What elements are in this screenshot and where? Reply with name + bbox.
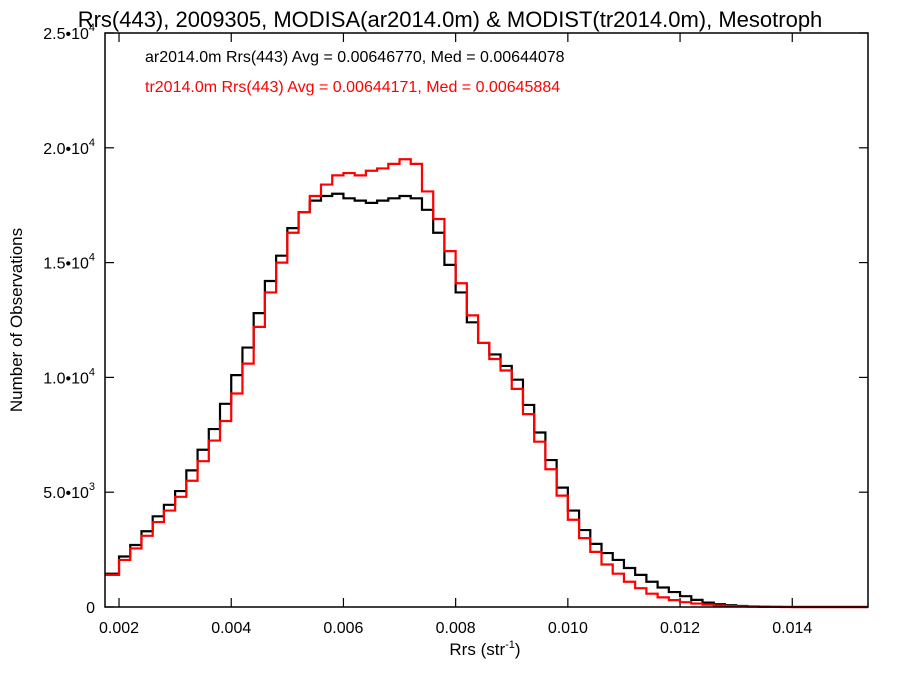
series-line-ar2014 [105,192,868,609]
y-tick-mantissa: 5.0•10 [43,485,89,502]
x-axis-label: Rrs (str-1) [449,639,520,659]
y-tick-exponent: 4 [89,366,95,378]
x-axis-label-exp: -1 [505,639,515,651]
y-tick-mantissa: 1.5•10 [43,256,89,273]
legend-entry-ar2014: ar2014.0m Rrs(443) Avg = 0.00646770, Med… [145,49,565,66]
y-tick-label: 0 [86,600,95,617]
y-axis-label: Number of Observations [7,228,26,412]
x-tick-label: 0.008 [436,620,476,637]
y-tick-mantissa: 1.0•10 [43,370,89,387]
y-tick-label: 2.5•104 [43,22,95,43]
x-tick-label: 0.012 [660,620,700,637]
y-tick-mantissa: 2.0•10 [43,141,89,158]
y-tick-mantissa: 2.5•10 [43,26,89,43]
axis-ticks: 0.002 0.004 0.006 0.008 0.010 0.012 0.014 0 5.0•… [43,22,868,637]
series-layer [105,158,868,609]
x-tick-label: 0.010 [548,620,588,637]
series-line-tr2014 [105,158,868,609]
x-axis-label-end: ) [515,640,521,659]
y-tick-mantissa: 0 [86,600,95,617]
y-tick-exponent: 3 [89,481,95,493]
x-tick-label: 0.014 [772,620,812,637]
y-tick-label: 5.0•103 [43,481,95,502]
x-axis-label-base: Rrs (str [449,640,505,659]
y-tick-label: 2.0•104 [43,137,95,158]
y-tick-exponent: 4 [89,252,95,264]
x-tick-label: 0.004 [211,620,251,637]
y-tick-exponent: 4 [89,137,95,149]
legend: ar2014.0m Rrs(443) Avg = 0.00646770, Med… [145,49,565,96]
plot-frame [104,32,869,608]
x-tick-label: 0.006 [323,620,363,637]
y-tick-label: 1.5•104 [43,252,95,273]
y-tick-label: 1.0•104 [43,366,95,387]
y-tick-exponent: 4 [89,22,95,34]
chart-title: Rrs(443), 2009305, MODISA(ar2014.0m) & M… [78,7,823,32]
x-tick-label: 0.002 [99,620,139,637]
legend-entry-tr2014: tr2014.0m Rrs(443) Avg = 0.00644171, Med… [145,79,560,96]
